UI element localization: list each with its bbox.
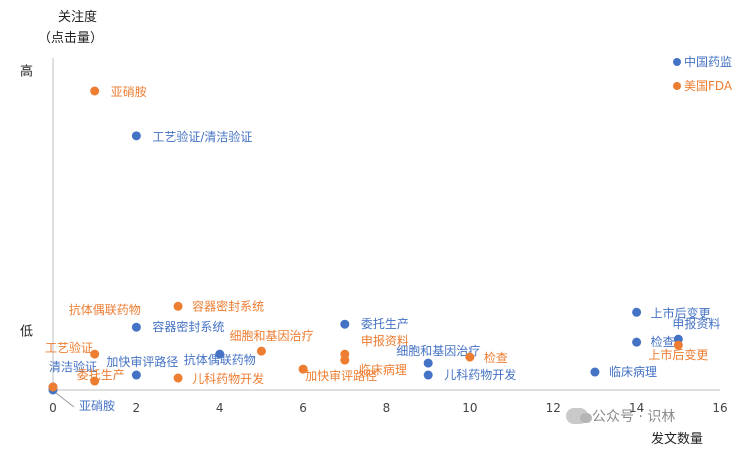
data-label: 儿科药物开发 [192,371,264,386]
legend-marker [673,82,681,90]
data-label: 申报资料 [672,316,720,331]
data-label: 临床病理 [359,362,407,377]
data-label: 清洁验证 [49,359,97,374]
x-tick-label: 14 [629,401,644,415]
data-label: 细胞和基因治疗 [396,344,480,358]
x-tick-label: 4 [216,401,224,415]
data-point [131,370,141,380]
data-label: 上市后变更 [648,347,708,362]
data-point [632,307,642,317]
data-label: 亚硝胺 [79,399,115,413]
y-level-label-low: 低 [20,325,33,340]
data-label: 容器密封系统 [192,298,264,313]
data-label: 临床病理 [609,364,657,379]
data-label: 细胞和基因治疗 [229,329,313,343]
leader-line [55,392,75,408]
data-label: 加快审评路径 [305,368,377,383]
data-point [340,355,350,365]
x-tick-label: 10 [462,401,477,415]
x-axis-title: 发文数量 [651,432,704,447]
data-label: 抗体偶联药物 [69,302,141,317]
data-label: 检查 [484,350,508,365]
data-point [173,301,183,311]
data-point [465,352,475,362]
data-label: 抗体偶联药物 [184,352,256,367]
data-point [173,373,183,383]
data-label: 委托生产 [361,317,409,331]
data-point [423,358,433,368]
data-point [673,340,683,350]
data-point [131,131,141,141]
data-label: 工艺验证 [45,340,93,355]
x-tick-label: 12 [546,401,561,415]
data-point [215,349,225,359]
data-label: 申报资料 [361,333,409,348]
legend-label: 美国FDA [684,79,733,93]
data-label: 委托生产 [77,368,125,382]
data-point [256,346,266,356]
data-point [340,319,350,329]
x-tick-label: 16 [712,401,727,415]
data-label: 亚硝胺 [111,85,147,99]
watermark: 公众号 · 识林 [566,406,675,426]
watermark-text: 公众号 · 识林 [592,409,676,425]
y-level-label-high: 高 [20,64,33,80]
data-point [298,364,308,374]
x-tick-label: 6 [299,401,307,415]
data-point [90,349,100,359]
y-axis-title-line2: （点击量） [38,31,104,46]
data-label: 上市后变更 [651,305,711,320]
data-point [48,382,58,392]
data-point [590,367,600,377]
legend-marker [673,58,681,66]
data-label: 容器密封系统 [152,319,224,334]
x-tick-label: 8 [383,401,391,415]
data-point [632,337,642,347]
y-axis-title-line1: 关注度 [58,10,98,25]
data-label: 儿科药物开发 [444,367,516,382]
wechat-icon [566,408,592,424]
data-point [131,322,141,332]
data-label: 加快审评路径 [106,354,178,369]
data-label: 工艺验证/清洁验证 [152,129,252,144]
data-label: 检查 [651,334,675,349]
x-tick-label: 0 [49,401,57,415]
legend-label: 中国药监 [684,54,732,69]
x-tick-label: 2 [133,401,141,415]
data-point [90,376,100,386]
data-point [90,86,100,96]
data-point [423,370,433,380]
